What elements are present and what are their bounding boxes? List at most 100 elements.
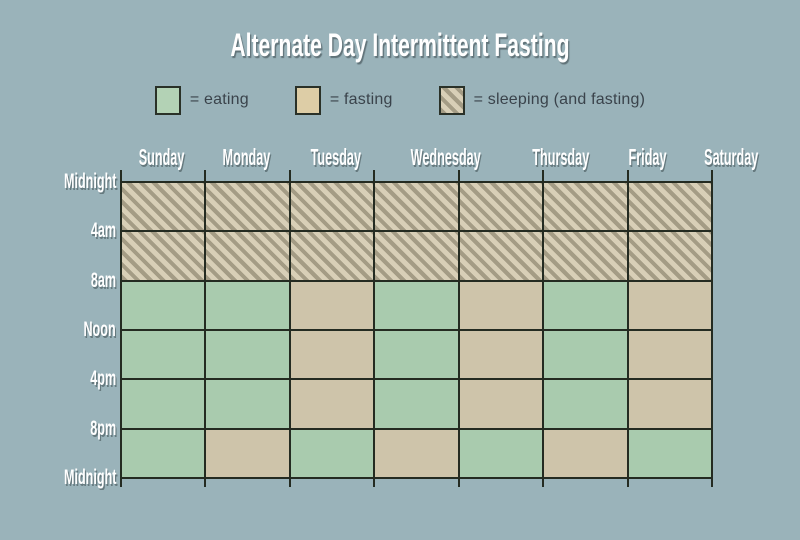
cell-saturday-4pm-8pm bbox=[628, 380, 711, 428]
time-label-4am-1: 4am bbox=[0, 219, 116, 243]
cell-sunday-8pm-midnight bbox=[122, 429, 205, 477]
grid-tick-top-0 bbox=[120, 170, 122, 182]
grid-tick-top-4 bbox=[457, 170, 460, 182]
grid-tick-bottom-0 bbox=[120, 478, 122, 487]
time-label-noon-3: Noon bbox=[0, 318, 116, 342]
cell-thursday-noon-4pm bbox=[459, 330, 543, 379]
cell-wednesday-4pm-8pm bbox=[375, 380, 458, 428]
legend-label-fasting: = fasting bbox=[329, 91, 393, 108]
grid-tick-top-6 bbox=[626, 170, 629, 182]
cell-saturday-noon-4pm bbox=[628, 330, 711, 379]
cell-thursday-4pm-8pm bbox=[459, 380, 543, 428]
cell-friday-4am-8am bbox=[544, 232, 627, 280]
cell-thursday-8am-noon bbox=[459, 281, 543, 329]
grid-tick-top-2 bbox=[288, 170, 291, 182]
sleeping-swatch-icon bbox=[438, 85, 465, 115]
fasting-swatch-icon bbox=[294, 85, 321, 115]
grid-tick-bottom-7 bbox=[711, 478, 713, 487]
day-header-thursday: Thursday bbox=[509, 144, 613, 170]
cell-monday-midnight-4am bbox=[206, 183, 289, 231]
cell-sunday-midnight-4am bbox=[122, 183, 205, 231]
day-header-label: Sunday bbox=[138, 144, 185, 170]
cell-saturday-8pm-midnight bbox=[628, 429, 711, 477]
page-title-text: Alternate Day Intermittent Fasting bbox=[230, 27, 570, 63]
day-header-label: Wednesday bbox=[410, 144, 481, 170]
cell-wednesday-midnight-4am bbox=[375, 183, 458, 231]
day-header-label: Friday bbox=[628, 144, 667, 170]
cell-tuesday-noon-4pm bbox=[290, 330, 374, 379]
day-header-label: Thursday bbox=[532, 144, 590, 170]
time-label-text: 4pm bbox=[90, 367, 116, 391]
cell-saturday-4am-8am bbox=[628, 232, 711, 280]
schedule-grid bbox=[120, 181, 713, 479]
cell-tuesday-4pm-8pm bbox=[290, 380, 374, 428]
cell-wednesday-8am-noon bbox=[375, 281, 458, 329]
day-header-label: Tuesday bbox=[310, 144, 361, 170]
grid-tick-bottom-1 bbox=[204, 478, 207, 487]
day-header-label: Saturday bbox=[703, 144, 758, 170]
time-label-midnight-0: Midnight bbox=[0, 170, 116, 194]
eating-swatch-icon bbox=[154, 85, 181, 115]
cell-monday-8pm-midnight bbox=[206, 429, 289, 477]
time-label-8am-2: 8am bbox=[0, 269, 116, 293]
grid-tick-top-3 bbox=[373, 170, 376, 182]
day-header-tuesday: Tuesday bbox=[290, 144, 382, 170]
cell-friday-8pm-midnight bbox=[544, 429, 627, 477]
cell-sunday-8am-noon bbox=[122, 281, 205, 329]
cell-wednesday-4am-8am bbox=[375, 232, 458, 280]
cell-tuesday-midnight-4am bbox=[290, 183, 374, 231]
cell-sunday-noon-4pm bbox=[122, 330, 205, 379]
grid-tick-bottom-6 bbox=[626, 478, 629, 487]
cell-friday-noon-4pm bbox=[544, 330, 627, 379]
cell-wednesday-8pm-midnight bbox=[375, 429, 458, 477]
grid-tick-top-1 bbox=[204, 170, 207, 182]
legend-label-sleeping: = sleeping (and fasting) bbox=[473, 91, 646, 108]
cell-sunday-4pm-8pm bbox=[122, 380, 205, 428]
time-label-text: Midnight bbox=[63, 170, 116, 193]
cell-monday-4am-8am bbox=[206, 232, 289, 280]
time-label-4pm-4: 4pm bbox=[0, 367, 116, 391]
time-label-text: Midnight bbox=[63, 465, 116, 489]
grid-tick-top-5 bbox=[542, 170, 545, 182]
grid-tick-bottom-5 bbox=[542, 478, 545, 487]
legend: = eating = fasting = sleeping (and fasti… bbox=[0, 85, 800, 115]
time-label-text: 8am bbox=[90, 268, 116, 292]
cell-friday-4pm-8pm bbox=[544, 380, 627, 428]
cell-wednesday-noon-4pm bbox=[375, 330, 458, 379]
page-title: Alternate Day Intermittent Fasting bbox=[0, 26, 800, 64]
time-label-text: 8pm bbox=[90, 416, 116, 440]
day-header-monday: Monday bbox=[203, 144, 290, 170]
legend-item-fasting: = fasting bbox=[294, 85, 393, 115]
cell-tuesday-4am-8am bbox=[290, 232, 374, 280]
cell-saturday-midnight-4am bbox=[628, 183, 711, 231]
time-label-text: 4am bbox=[90, 219, 116, 243]
grid-tick-bottom-2 bbox=[288, 478, 291, 487]
legend-item-eating: = eating bbox=[154, 85, 249, 115]
time-label-text: Noon bbox=[83, 317, 116, 341]
cell-thursday-8pm-midnight bbox=[459, 429, 543, 477]
cell-thursday-midnight-4am bbox=[459, 183, 543, 231]
cell-tuesday-8am-noon bbox=[290, 281, 374, 329]
cell-tuesday-8pm-midnight bbox=[290, 429, 374, 477]
day-header-wednesday: Wednesday bbox=[382, 144, 509, 170]
cell-monday-4pm-8pm bbox=[206, 380, 289, 428]
grid-tick-bottom-3 bbox=[373, 478, 376, 487]
day-header-friday: Friday bbox=[613, 144, 682, 170]
cell-thursday-4am-8am bbox=[459, 232, 543, 280]
cell-monday-8am-noon bbox=[206, 281, 289, 329]
cell-friday-8am-noon bbox=[544, 281, 627, 329]
cell-sunday-4am-8am bbox=[122, 232, 205, 280]
cell-monday-noon-4pm bbox=[206, 330, 289, 379]
cell-saturday-8am-noon bbox=[628, 281, 711, 329]
legend-item-sleeping: = sleeping (and fasting) bbox=[438, 85, 646, 115]
day-header-row: Sunday Monday Tuesday Wednesday Thursday Frid… bbox=[120, 144, 758, 170]
day-header-saturday: Saturday bbox=[682, 144, 780, 170]
grid-tick-bottom-4 bbox=[457, 478, 460, 487]
time-label-midnight-6: Midnight bbox=[0, 466, 116, 490]
time-label-8pm-5: 8pm bbox=[0, 417, 116, 441]
day-header-label: Monday bbox=[222, 144, 271, 170]
grid-tick-top-7 bbox=[711, 170, 713, 182]
day-header-sunday: Sunday bbox=[120, 144, 203, 170]
cell-friday-midnight-4am bbox=[544, 183, 627, 231]
legend-label-eating: = eating bbox=[189, 91, 249, 108]
